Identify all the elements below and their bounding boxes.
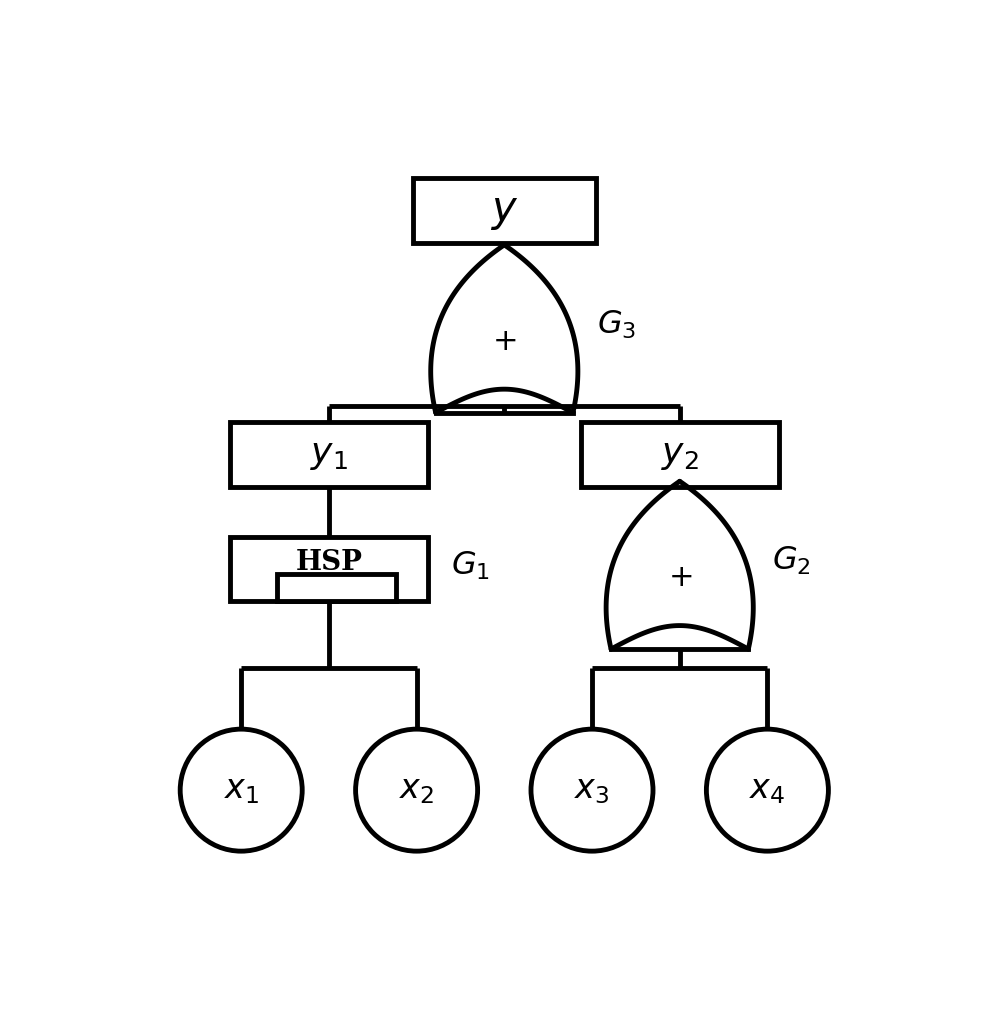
- Circle shape: [355, 729, 477, 852]
- Bar: [230, 423, 428, 487]
- Bar: [277, 574, 397, 601]
- Text: $x_2$: $x_2$: [399, 774, 434, 807]
- Bar: [581, 423, 779, 487]
- Circle shape: [531, 729, 653, 852]
- Text: $x_1$: $x_1$: [223, 774, 259, 807]
- Bar: [230, 537, 428, 601]
- Circle shape: [707, 729, 829, 852]
- Text: $G_1$: $G_1$: [451, 549, 490, 582]
- Text: $G_2$: $G_2$: [772, 545, 811, 577]
- Text: $G_3$: $G_3$: [597, 308, 636, 341]
- Text: $y$: $y$: [490, 190, 519, 232]
- Bar: [413, 178, 596, 243]
- Circle shape: [180, 729, 302, 852]
- Text: $+$: $+$: [667, 564, 692, 592]
- Text: $y_1$: $y_1$: [310, 438, 348, 472]
- Text: $x_3$: $x_3$: [575, 774, 610, 807]
- Text: $x_4$: $x_4$: [749, 774, 785, 807]
- Text: $+$: $+$: [492, 327, 517, 356]
- Text: HSP: HSP: [295, 549, 362, 576]
- Text: $y_2$: $y_2$: [660, 438, 699, 472]
